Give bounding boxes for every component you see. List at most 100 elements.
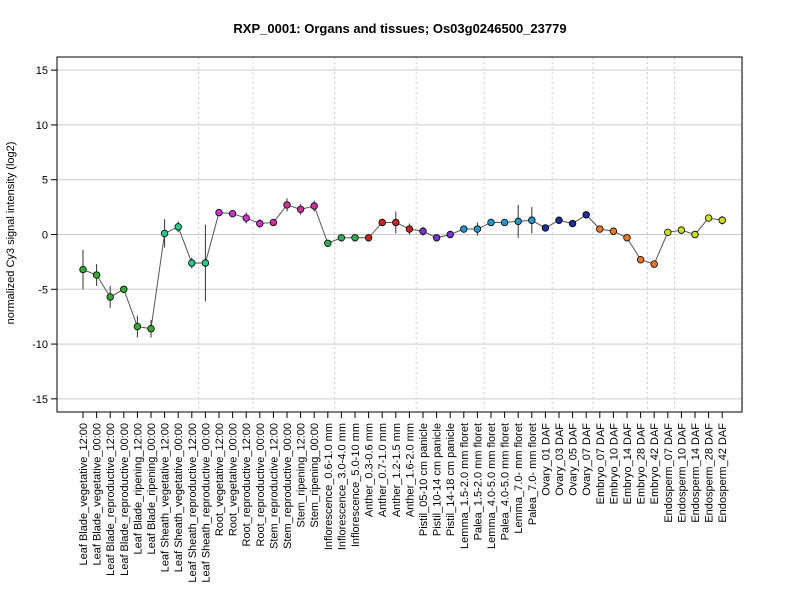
data-point-34 (541, 224, 550, 232)
x-tick-label: Embryo_28 DAF (636, 423, 648, 505)
data-point-45 (691, 230, 699, 239)
data-point-27 (446, 230, 454, 239)
y-tick-label: 0 (42, 230, 48, 242)
data-point-13 (256, 219, 264, 228)
data-point-32 (514, 217, 522, 226)
x-tick-label: Embryo_14 DAF (622, 423, 634, 505)
x-tick-label: Endosperm_14 DAF (690, 423, 702, 523)
x-tick-label: Ovary_03 DAF (554, 423, 566, 496)
x-tick-label: Anther_1.2-1.5 mm (391, 423, 403, 517)
data-point-11 (228, 209, 237, 218)
data-point-1 (92, 271, 101, 279)
data-point-37 (582, 211, 590, 219)
y-tick-label: -15 (32, 394, 48, 406)
data-point-17 (310, 202, 318, 210)
x-tick-label: Pistil_14-18 cm panicle (445, 423, 457, 536)
data-point-42 (650, 260, 658, 268)
data-point-43 (664, 228, 672, 237)
data-point-8 (188, 259, 196, 267)
data-point-10 (215, 208, 223, 217)
data-point-20 (351, 234, 359, 242)
y-tick-label: 15 (36, 65, 48, 77)
data-point-35 (555, 216, 563, 224)
x-tick-label: Leaf Blade_ripening_00:00 (146, 423, 158, 555)
x-tick-label: Stem_ripening_00:00 (309, 423, 321, 528)
data-point-0 (79, 265, 87, 274)
x-tick-label: Pistil_10-14 cm panicle (432, 423, 444, 536)
data-point-18 (324, 239, 332, 247)
data-point-14 (269, 218, 278, 227)
x-axis-ticks: Leaf Blade_vegetative_12:00 Leaf Blade_ve… (78, 412, 729, 583)
data-point-41 (636, 256, 645, 264)
y-axis-label: normalized Cy3 signal intensity (log2) (5, 142, 17, 325)
x-tick-label: Root_vegetative_00:00 (228, 423, 240, 536)
x-tick-label: Stem_reproductive_12:00 (268, 423, 280, 549)
x-tick-label: Endosperm_42 DAF (717, 423, 729, 523)
data-point-44 (677, 226, 686, 234)
data-point-30 (487, 218, 495, 227)
grid-layer (57, 57, 744, 412)
data-point-33 (528, 216, 536, 224)
x-tick-label: Anther_0.3-0.6 mm (364, 423, 376, 517)
data-point-31 (500, 218, 509, 227)
y-tick-label: 5 (42, 175, 48, 187)
data-point-15 (283, 201, 291, 209)
y-tick-label: -10 (32, 339, 48, 351)
data-point-7 (174, 223, 182, 231)
x-tick-label: Embryo_10 DAF (608, 423, 620, 505)
data-point-22 (378, 218, 386, 227)
x-tick-label: Lemma_4.0-5.0 mm floret (486, 423, 498, 549)
data-point-26 (432, 234, 441, 242)
x-tick-label: Leaf Blade_ripening_12:00 (132, 423, 144, 555)
data-point-36 (568, 219, 577, 228)
x-tick-label: Palea_7.0- mm floret (527, 423, 539, 525)
data-point-16 (296, 205, 305, 213)
x-tick-label: Ovary_01 DAF (540, 423, 552, 496)
x-tick-label: Endosperm_28 DAF (704, 423, 716, 523)
data-point-40 (623, 234, 631, 242)
data-point-25 (419, 227, 427, 235)
x-tick-label: Embryo_07 DAF (595, 423, 607, 505)
x-tick-label: Root_reproductive_00:00 (255, 423, 267, 547)
x-tick-label: Leaf Blade_reproductive_12:00 (105, 423, 117, 576)
x-tick-label: Endosperm_07 DAF (663, 423, 675, 523)
x-tick-label: Inflorescence_0.6-1.0 mm (323, 423, 335, 550)
data-point-21 (364, 234, 373, 242)
x-tick-label: Palea_4.0-5.0 mm floret (500, 423, 512, 540)
x-tick-label: Ovary_07 DAF (581, 423, 593, 496)
data-point-24 (405, 225, 414, 233)
data-point-19 (337, 234, 346, 242)
x-tick-label: Endosperm_10 DAF (676, 423, 688, 523)
x-tick-label: Lemma_1.5-2.0 mm floret (459, 423, 471, 549)
x-tick-label: Ovary_05 DAF (568, 423, 580, 496)
x-tick-label: Anther_0.7-1.0 mm (377, 423, 389, 517)
y-tick-label: -5 (38, 284, 48, 296)
x-tick-label: Leaf Sheath_reproductive_00:00 (200, 423, 212, 583)
x-tick-label: Leaf Sheath_reproductive_12:00 (187, 423, 199, 583)
data-point-28 (460, 225, 468, 233)
x-tick-label: Leaf Sheath_vegetative_12:00 (160, 423, 172, 572)
data-point-47 (718, 216, 726, 224)
x-tick-label: Inflorescence_3.0-4.0 mm (336, 423, 348, 550)
data-point-29 (473, 225, 482, 233)
data-point-23 (392, 218, 400, 227)
data-point-46 (704, 214, 713, 222)
x-tick-label: Pistil_05-10 cm panicle (418, 423, 430, 536)
y-tick-label: 10 (36, 120, 48, 132)
data-point-6 (160, 229, 169, 238)
x-tick-label: Leaf Blade_vegetative_00:00 (92, 423, 104, 566)
x-tick-label: Root_reproductive_12:00 (241, 423, 253, 547)
x-tick-label: Palea_1.5-2.0 mm floret (472, 423, 484, 540)
series-layer (79, 198, 726, 338)
data-point-9 (201, 259, 210, 267)
x-tick-label: Stem_ripening_12:00 (296, 423, 308, 528)
data-point-4 (133, 322, 142, 331)
x-tick-label: Stem_reproductive_00:00 (282, 423, 294, 549)
x-tick-label: Leaf Sheath_vegetative_00:00 (173, 423, 185, 572)
x-tick-label: Anther_1.6-2.0 mm (404, 423, 416, 517)
data-point-3 (120, 285, 128, 293)
x-tick-label: Inflorescence_5.0-10 mm (350, 423, 362, 547)
data-point-38 (596, 225, 604, 233)
x-tick-label: Lemma_7.0- mm floret (513, 423, 525, 534)
